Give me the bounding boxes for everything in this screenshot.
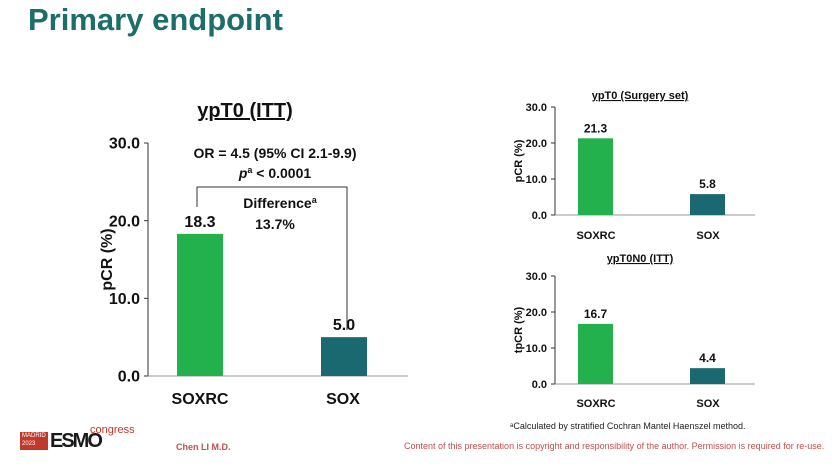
data-label: 18.3 xyxy=(184,214,215,231)
bar-sox xyxy=(690,194,725,215)
y-tick-label: 20.0 xyxy=(109,213,140,230)
slide-title: Primary endpoint xyxy=(28,2,283,37)
y-tick-label: 30.0 xyxy=(526,102,547,114)
data-label: 4.4 xyxy=(699,351,716,365)
y-axis-label: pCR (%) xyxy=(513,139,525,182)
bar-soxrc xyxy=(578,323,613,384)
category-label: SOX xyxy=(696,398,720,410)
category-label: SOXRC xyxy=(576,230,615,242)
difference-label: Differencea xyxy=(243,195,317,211)
difference-bracket xyxy=(196,186,348,330)
chart-title: ypT0 (Surgery set) xyxy=(592,90,689,102)
difference-value: 13.7% xyxy=(255,216,295,232)
p-value: pa < 0.0001 xyxy=(238,165,312,181)
y-tick-label: 10.0 xyxy=(526,343,547,355)
y-tick-label: 10.0 xyxy=(109,291,140,308)
bar-soxrc xyxy=(578,138,613,215)
data-label: 5.8 xyxy=(699,177,716,191)
category-label: SOX xyxy=(326,391,360,408)
y-tick-label: 20.0 xyxy=(526,307,547,319)
odds-ratio: OR = 4.5 (95% CI 2.1-9.9) xyxy=(193,145,356,161)
footnote: ᵃCalculated by stratified Cochran Mantel… xyxy=(510,421,746,431)
category-label: SOX xyxy=(696,230,720,242)
data-label: 5.0 xyxy=(333,317,355,334)
y-tick-label: 30.0 xyxy=(526,271,547,283)
chart-title: ypT0N0 (ITT) xyxy=(607,253,674,265)
y-tick-label: 20.0 xyxy=(526,138,547,150)
y-tick-label: 10.0 xyxy=(526,174,547,186)
y-axis-label: pCR (%) xyxy=(99,228,116,290)
y-tick-label: 0.0 xyxy=(118,369,140,386)
logo-city: MADRID 2023 xyxy=(20,432,48,450)
author-name: Chen LI M.D. xyxy=(176,442,231,452)
category-label: SOXRC xyxy=(172,391,229,408)
bar-sox xyxy=(690,368,725,384)
category-label: SOXRC xyxy=(576,398,615,410)
data-label: 21.3 xyxy=(584,121,608,135)
y-axis-label: tpCR (%) xyxy=(513,306,525,353)
esmo-logo: MADRID 2023 ESMO congress xyxy=(20,424,140,452)
bar-sox xyxy=(321,337,367,376)
data-label: 16.7 xyxy=(584,307,608,321)
bar-soxrc xyxy=(177,233,223,376)
copyright-notice: Content of this presentation is copyrigh… xyxy=(404,441,825,451)
y-tick-label: 30.0 xyxy=(109,136,140,153)
chart-title: ypT0 (ITT) xyxy=(197,100,293,122)
y-tick-label: 0.0 xyxy=(532,210,547,222)
logo-suffix: congress xyxy=(90,424,135,436)
logo-brand: ESMO xyxy=(50,430,103,452)
y-tick-label: 0.0 xyxy=(532,379,547,391)
